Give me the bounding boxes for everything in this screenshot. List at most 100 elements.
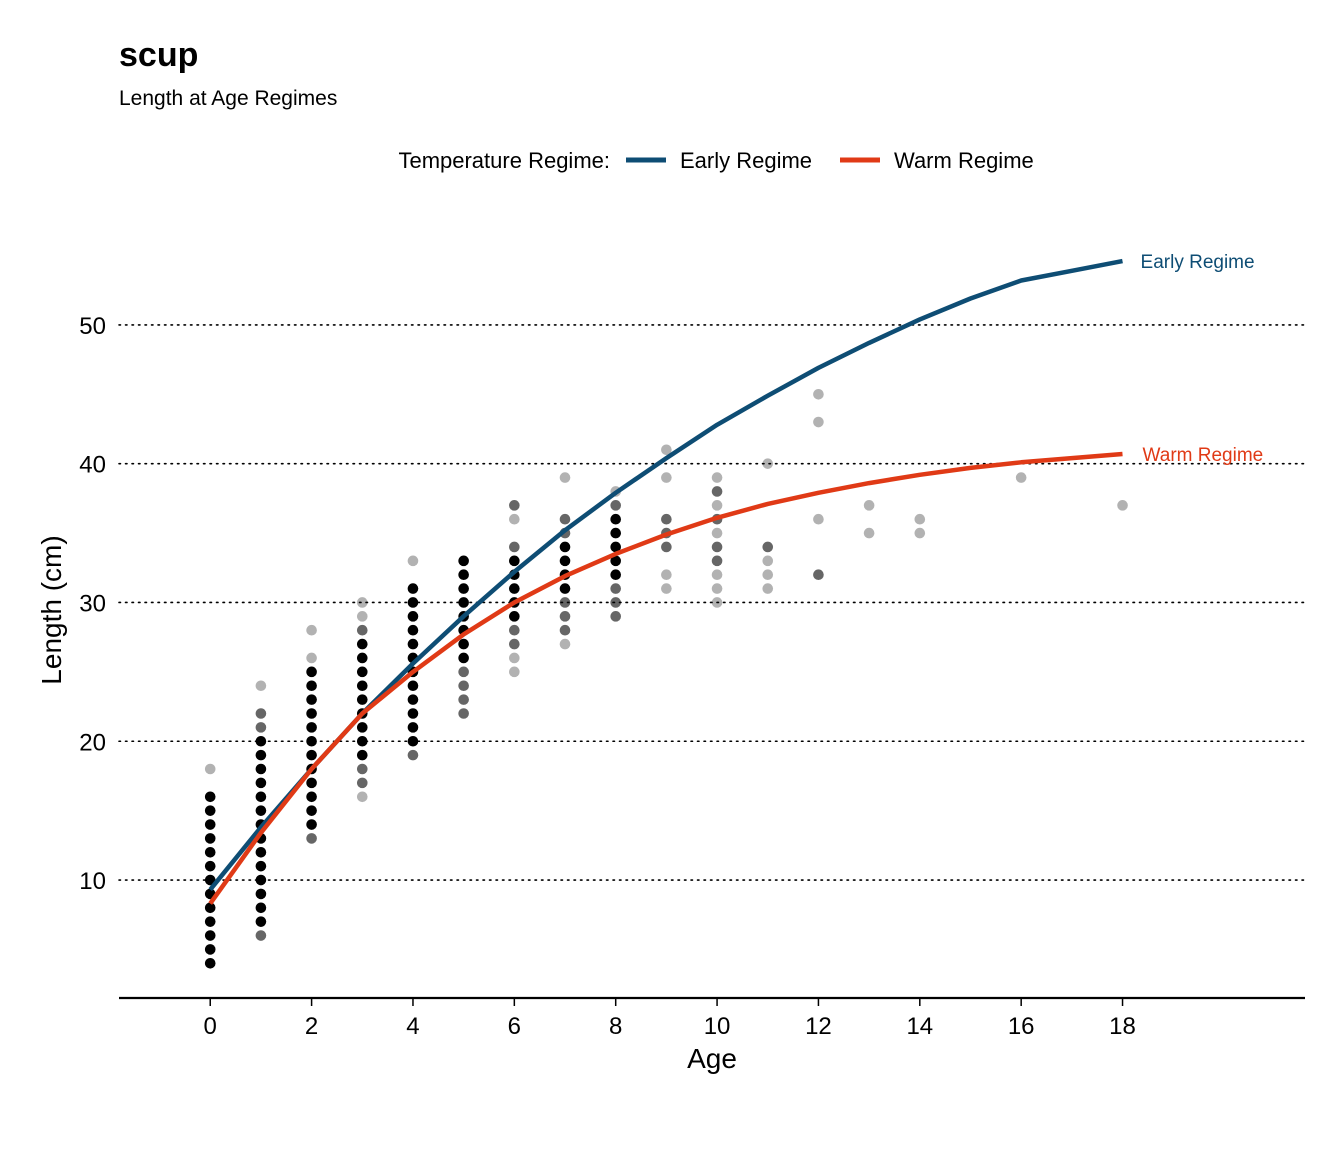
data-point (762, 458, 774, 469)
data-point (204, 805, 216, 816)
data-point (559, 638, 571, 650)
data-point (661, 569, 672, 581)
data-point (306, 791, 317, 803)
legend: Temperature Regime: Early Regime Warm Re… (398, 148, 1033, 173)
data-point (356, 666, 368, 678)
data-point (356, 597, 368, 608)
data-point (255, 763, 267, 775)
data-point (407, 638, 419, 650)
chart-subtitle: Length at Age Regimes (119, 87, 337, 110)
data-point (458, 555, 469, 567)
data-point (255, 874, 267, 886)
data-point (306, 805, 317, 816)
data-point (711, 569, 723, 581)
end-label-warm-regime: Warm Regime (1143, 445, 1264, 466)
data-point (407, 735, 419, 747)
x-axis-title: Age (687, 1043, 737, 1074)
data-point (356, 694, 368, 705)
data-point (610, 541, 622, 553)
data-point (356, 722, 368, 733)
data-point (458, 694, 469, 705)
data-point (204, 763, 216, 775)
data-point (813, 513, 824, 525)
data-point (1015, 472, 1027, 483)
data-point (509, 611, 520, 622)
x-tick-label-8: 8 (609, 1013, 622, 1040)
data-point (356, 680, 368, 692)
data-point (204, 874, 216, 886)
data-point (661, 513, 672, 525)
data-point (255, 735, 267, 747)
data-point (255, 791, 267, 803)
data-point (509, 513, 520, 525)
data-point (204, 916, 216, 927)
curve-end-labels: Early Regime Warm Regime (1141, 252, 1264, 466)
data-point (407, 624, 419, 636)
data-point (356, 638, 368, 650)
data-point (306, 722, 317, 733)
data-point (661, 444, 672, 456)
data-point (356, 611, 368, 622)
y-tick-label-20: 20 (79, 729, 106, 756)
data-point (356, 777, 368, 789)
data-point (306, 749, 317, 761)
data-point (458, 680, 469, 692)
data-point (306, 708, 317, 719)
data-point (407, 583, 419, 594)
data-point (458, 583, 469, 594)
data-point (255, 846, 267, 858)
data-point (559, 555, 571, 567)
data-point (458, 597, 469, 608)
legend-label-warm: Warm Regime (894, 148, 1034, 173)
data-point (813, 388, 824, 400)
data-point (509, 666, 520, 678)
data-point (458, 569, 469, 581)
data-point (559, 541, 571, 553)
data-point (306, 735, 317, 747)
curve-warm-regime (208, 451, 1123, 905)
x-axis-ticks: 0 2 4 6 8 10 12 14 16 18 (204, 998, 1136, 1040)
data-point (914, 527, 926, 539)
data-point (204, 819, 216, 830)
data-point (509, 583, 520, 594)
x-tick-label-2: 2 (305, 1013, 318, 1040)
data-point (711, 527, 723, 539)
data-point (255, 916, 267, 927)
data-point (204, 902, 216, 914)
data-point (204, 944, 216, 955)
data-point (610, 555, 622, 567)
data-point (559, 597, 571, 608)
data-point (914, 513, 926, 525)
data-point (356, 749, 368, 761)
data-point (711, 472, 723, 483)
data-point (204, 791, 216, 803)
data-point (610, 500, 622, 511)
data-points (204, 388, 1128, 969)
data-point (407, 597, 419, 608)
data-point (255, 860, 267, 872)
data-point (407, 680, 419, 692)
y-tick-label-50: 50 (79, 313, 106, 340)
data-point (306, 694, 317, 705)
data-point (255, 749, 267, 761)
data-point (813, 569, 824, 581)
data-point (255, 680, 267, 692)
data-point (407, 708, 419, 719)
data-point (813, 416, 824, 428)
end-label-early-regime: Early Regime (1141, 252, 1255, 273)
data-point (559, 583, 571, 594)
data-point (306, 666, 317, 678)
y-axis-title: Length (cm) (36, 535, 67, 684)
data-point (762, 569, 774, 581)
data-point (255, 888, 267, 900)
data-point (661, 472, 672, 483)
data-point (255, 722, 267, 733)
data-point (711, 486, 723, 497)
gridlines (118, 324, 1306, 881)
data-point (255, 930, 267, 941)
data-point (458, 652, 469, 664)
data-point (559, 624, 571, 636)
data-point (306, 777, 317, 789)
data-point (458, 638, 469, 650)
data-point (204, 833, 216, 844)
